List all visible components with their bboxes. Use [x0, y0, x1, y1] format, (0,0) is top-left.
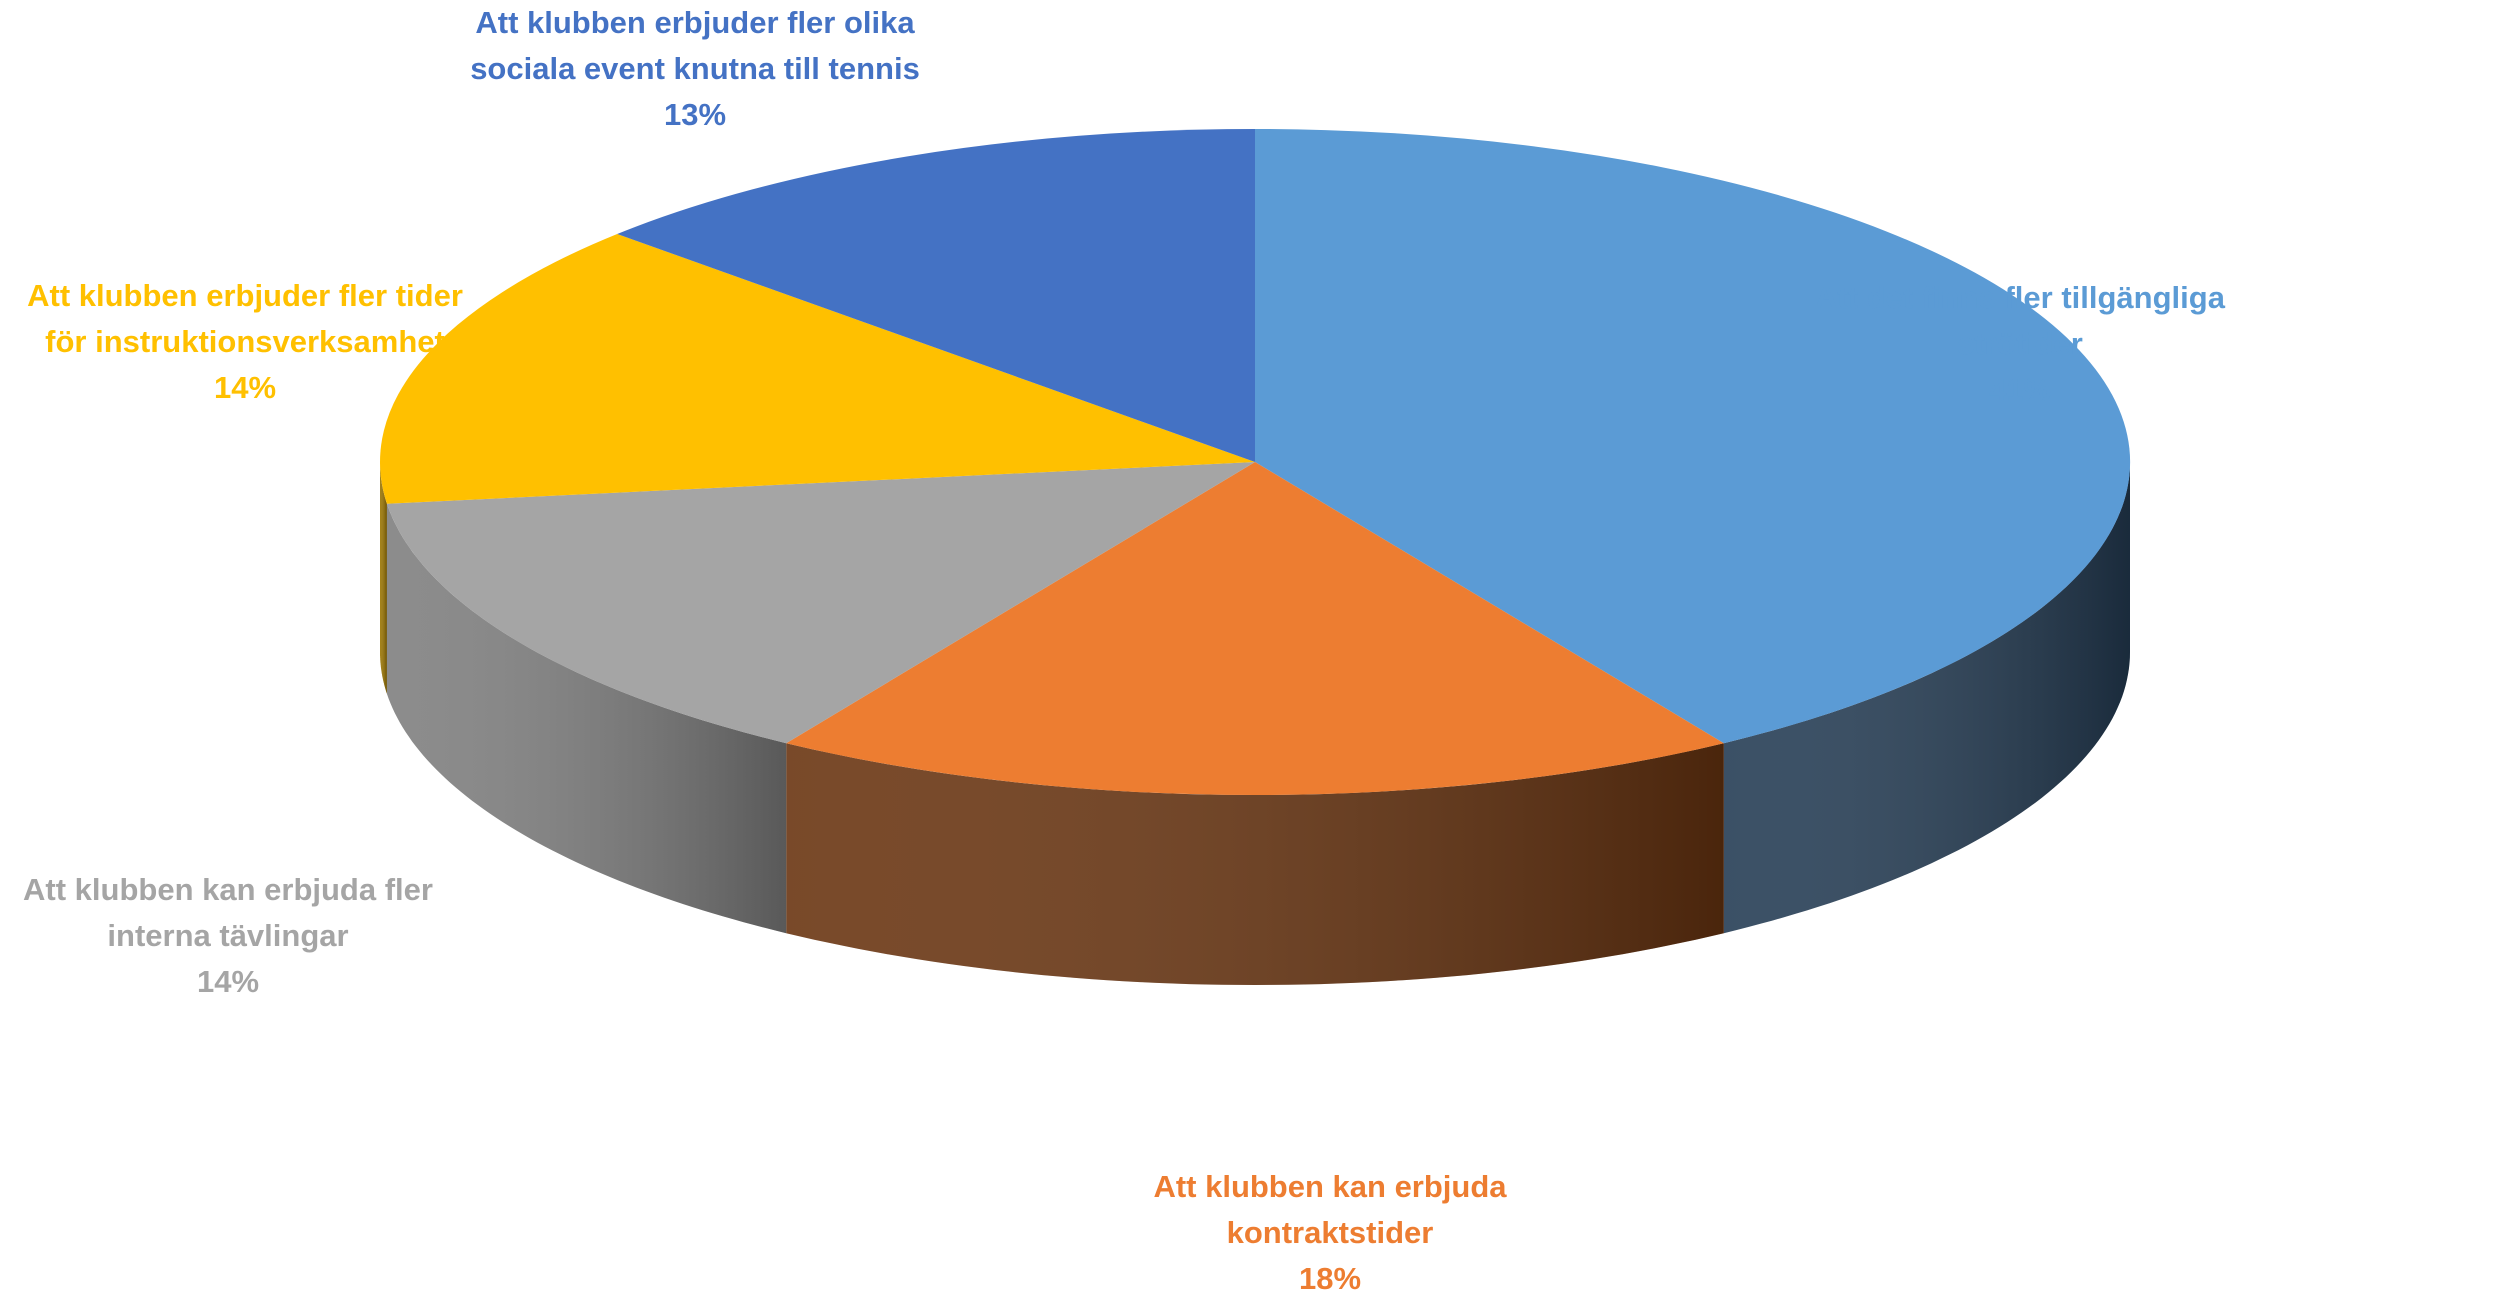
- label-tavlingar-line2: interna tävlingar: [107, 918, 349, 953]
- pie-slice-att-det-finns-fler-tillg-ngliga-str-tider: [1255, 129, 2131, 744]
- label-tavlingar: Att klubben kan erbjuda fler interna täv…: [0, 867, 468, 1005]
- label-kontrakt-line1: Att klubben kan erbjuda: [1153, 1169, 1507, 1204]
- pie-slice-att-klubben-kan-erbjuda-kontraktstider: [786, 462, 1724, 796]
- pie-side-shade-att-klubben-kan-erbjuda-fler-interna-t-vlingar: [386, 503, 787, 934]
- label-sociala: Att klubben erbjuder fler olika sociala …: [405, 0, 985, 138]
- label-strotider-line2: strötider: [1957, 326, 2083, 361]
- label-strotider-pct: 41%: [1988, 372, 2052, 407]
- label-strotider-line1: Att det finns fler tillgängliga: [1815, 280, 2225, 315]
- label-sociala-line1: Att klubben erbjuder fler olika: [475, 5, 915, 40]
- label-strotider: Att det finns fler tillgängliga strötide…: [1740, 275, 2300, 413]
- label-instruktion-pct: 14%: [213, 370, 277, 405]
- label-tavlingar-pct: 14%: [196, 964, 260, 999]
- label-kontrakt-line2: kontraktstider: [1226, 1215, 1434, 1250]
- pie-side-shade-att-det-finns-fler-tillg-ngliga-str-tider: [1723, 462, 2130, 934]
- pie-slice-att-klubben-kan-erbjuda-fler-interna-t-vlingar: [386, 462, 1255, 744]
- pie-slice-att-klubben-erbjuder-fler-tider-f-r-instruktionsverksamhet: [380, 234, 1255, 504]
- pie-tops: [380, 129, 2131, 796]
- label-kontrakt-pct: 18%: [1298, 1261, 1362, 1296]
- label-instruktion-line1: Att klubben erbjuder fler tider: [27, 278, 463, 313]
- label-tavlingar-line1: Att klubben kan erbjuda fler: [23, 872, 433, 907]
- label-instruktion: Att klubben erbjuder fler tider för inst…: [0, 273, 505, 411]
- pie-side-shade-att-klubben-erbjuder-fler-tider-f-r-instruktionsverksamhet: [380, 462, 387, 694]
- label-sociala-pct: 13%: [663, 97, 727, 132]
- label-instruktion-line2: för instruktionsverksamhet: [45, 324, 445, 359]
- pie-side-shade-att-klubben-kan-erbjuda-kontraktstider: [786, 743, 1724, 985]
- label-sociala-line2: sociala event knutna till tennis: [470, 51, 920, 86]
- pie-sides: [380, 462, 2130, 985]
- label-kontrakt: Att klubben kan erbjuda kontraktstider 1…: [1050, 1164, 1610, 1302]
- pie-slice-att-klubben-erbjuder-fler-olika-sociala-event-knutna-till-tennis: [617, 129, 1255, 462]
